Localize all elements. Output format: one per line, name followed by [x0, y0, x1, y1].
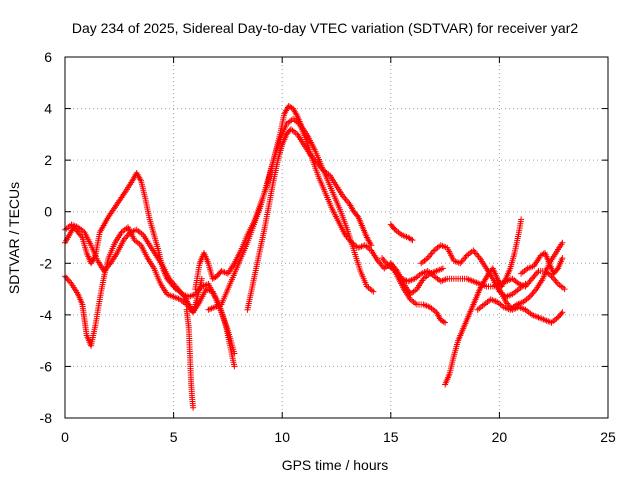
- x-tick-label: 15: [383, 429, 399, 445]
- series-track-7: [244, 126, 375, 313]
- plot-frame: [64, 56, 609, 419]
- x-tick-label: 25: [600, 429, 616, 445]
- y-tick-label: -2: [40, 255, 53, 271]
- x-tick-label: 5: [170, 429, 178, 445]
- plus-marker-trail: [183, 306, 197, 411]
- series-track-6: [205, 115, 446, 313]
- y-tick-label: -4: [40, 307, 53, 323]
- series-track-14: [496, 286, 566, 326]
- plus-marker-trail: [62, 170, 205, 316]
- plus-marker-trail: [518, 250, 566, 277]
- series-track-15: [518, 250, 566, 277]
- x-tick-label: 10: [274, 429, 290, 445]
- y-tick-label: -8: [40, 410, 53, 426]
- y-tick-label: 4: [44, 101, 52, 117]
- y-tick-label: 0: [44, 204, 52, 220]
- series-track-12: [442, 216, 525, 388]
- chart-title: Day 234 of 2025, Sidereal Day-to-day VTE…: [72, 20, 578, 36]
- y-tick-label: -6: [40, 358, 53, 374]
- plus-marker-trail: [442, 216, 525, 388]
- x-tick-label: 20: [492, 429, 508, 445]
- plus-marker-trail: [496, 286, 566, 326]
- grid-lines: [65, 57, 608, 418]
- axis-ticks: 0 5 10 15 20 25 -8 -6 -4 -2 0 2 4 6: [40, 49, 616, 445]
- x-axis-label: GPS time / hours: [282, 457, 389, 473]
- series-track-1: [62, 170, 205, 316]
- y-tick-label: 6: [44, 49, 52, 65]
- y-axis-label: SDTVAR / TECUs: [6, 182, 22, 294]
- series-track-10: [387, 260, 449, 326]
- data-points: [62, 103, 568, 411]
- plus-marker-trail: [244, 126, 375, 313]
- series-track-8: [387, 221, 416, 244]
- y-tick-label: 2: [44, 152, 52, 168]
- plus-marker-trail: [387, 260, 449, 326]
- plus-marker-trail: [387, 221, 416, 244]
- x-tick-label: 0: [61, 429, 69, 445]
- series-track-4: [183, 306, 197, 411]
- plus-marker-trail: [205, 115, 446, 313]
